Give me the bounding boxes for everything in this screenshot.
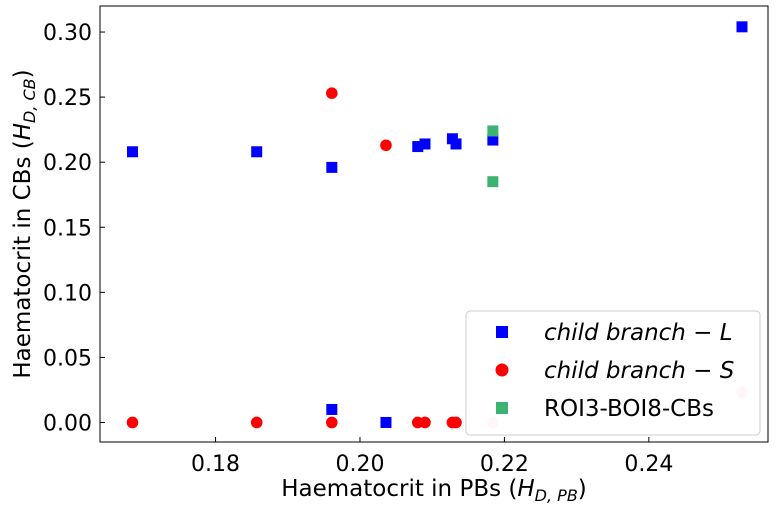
data-point-s2 [487, 125, 499, 137]
data-point-s1 [419, 416, 431, 429]
data-point-s1 [326, 87, 338, 99]
data-point-s0 [419, 138, 431, 150]
x-tick-label: 0.24 [624, 452, 673, 477]
data-point-s0 [326, 161, 338, 173]
legend-marker-roi3-boi8-cbs [496, 402, 508, 414]
x-axis-ticks: 0.18 0.20 0.22 0.24 [191, 437, 673, 477]
data-point-s0 [380, 416, 392, 428]
y-axis-label: Haematocrit in CBs (HD, CB) [10, 69, 39, 378]
data-point-s0 [251, 146, 263, 158]
data-point-s0 [326, 403, 338, 415]
y-tick-label: 0.05 [43, 346, 92, 371]
data-point-s0 [487, 134, 499, 146]
data-point-s0 [412, 141, 424, 153]
data-point-s2 [487, 176, 499, 188]
y-tick-label: 0.10 [43, 281, 92, 306]
legend: child branch − L child branch − S ROI3-B… [465, 310, 761, 436]
y-tick-label: 0.25 [43, 86, 92, 111]
y-tick-label: 0.00 [43, 411, 92, 436]
legend-marker-child-branch-s [495, 363, 509, 377]
x-axis-label: Haematocrit in PBs (HD, PB) [281, 476, 587, 505]
x-tick-label: 0.20 [335, 452, 384, 477]
legend-label-child-branch-s: child branch − S [544, 358, 734, 384]
data-point-s1 [250, 416, 263, 429]
y-tick-label: 0.15 [43, 216, 92, 241]
data-point-s1 [326, 416, 338, 429]
data-point-s1 [450, 416, 462, 429]
legend-frame [465, 310, 761, 436]
x-tick-label: 0.22 [480, 452, 529, 477]
data-point-s1 [380, 139, 392, 152]
legend-label-child-branch-l: child branch − L [544, 320, 733, 346]
legend-marker-child-branch-l [496, 326, 508, 338]
x-tick-label: 0.18 [191, 452, 240, 477]
data-point-s0 [736, 21, 748, 33]
data-point-s0 [126, 146, 138, 158]
y-tick-label: 0.30 [43, 21, 92, 46]
y-axis-ticks: 0.00 0.05 0.10 0.15 0.20 0.25 0.30 [43, 21, 105, 436]
data-point-s1 [126, 416, 139, 429]
legend-label-roi3-boi8-cbs: ROI3-BOI8-CBs [544, 396, 714, 422]
y-tick-label: 0.20 [43, 151, 92, 176]
data-point-s0 [450, 138, 462, 150]
